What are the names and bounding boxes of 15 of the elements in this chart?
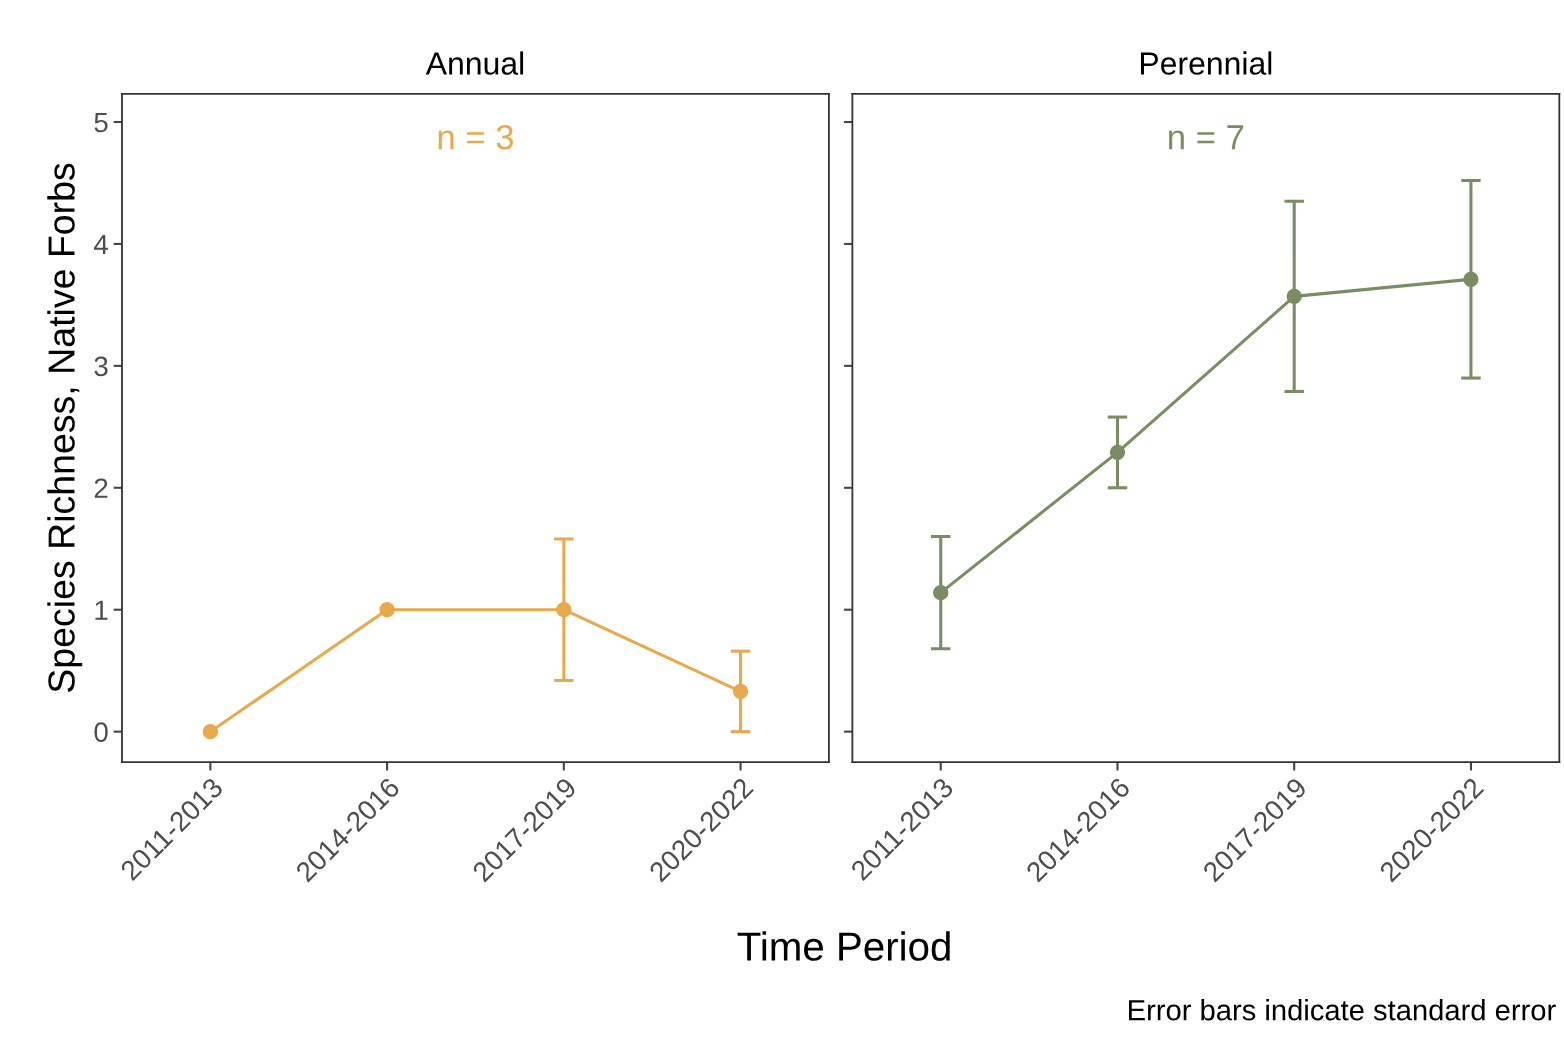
text: Error bars indicate standard error xyxy=(1129,999,1556,1021)
point xyxy=(202,723,218,740)
y-tick-label: 1 xyxy=(95,600,108,620)
x-axis-title: Time Period xyxy=(737,931,950,961)
chart-title: Perennial xyxy=(1140,51,1272,75)
chart-title: Annual xyxy=(425,51,524,75)
point xyxy=(379,602,395,618)
y-tick-label: 5 xyxy=(94,112,108,133)
y-tick-label: 0 xyxy=(94,722,108,742)
y-axis-title: Species Richness, Native Forbs xyxy=(47,163,83,693)
annotation: n = 7 xyxy=(1169,125,1244,150)
y-tick-label: 3 xyxy=(94,356,108,377)
annotation: n = 3 xyxy=(438,124,514,150)
y-tick-label: 2 xyxy=(94,478,108,498)
y-tick-label: 4 xyxy=(93,234,108,254)
